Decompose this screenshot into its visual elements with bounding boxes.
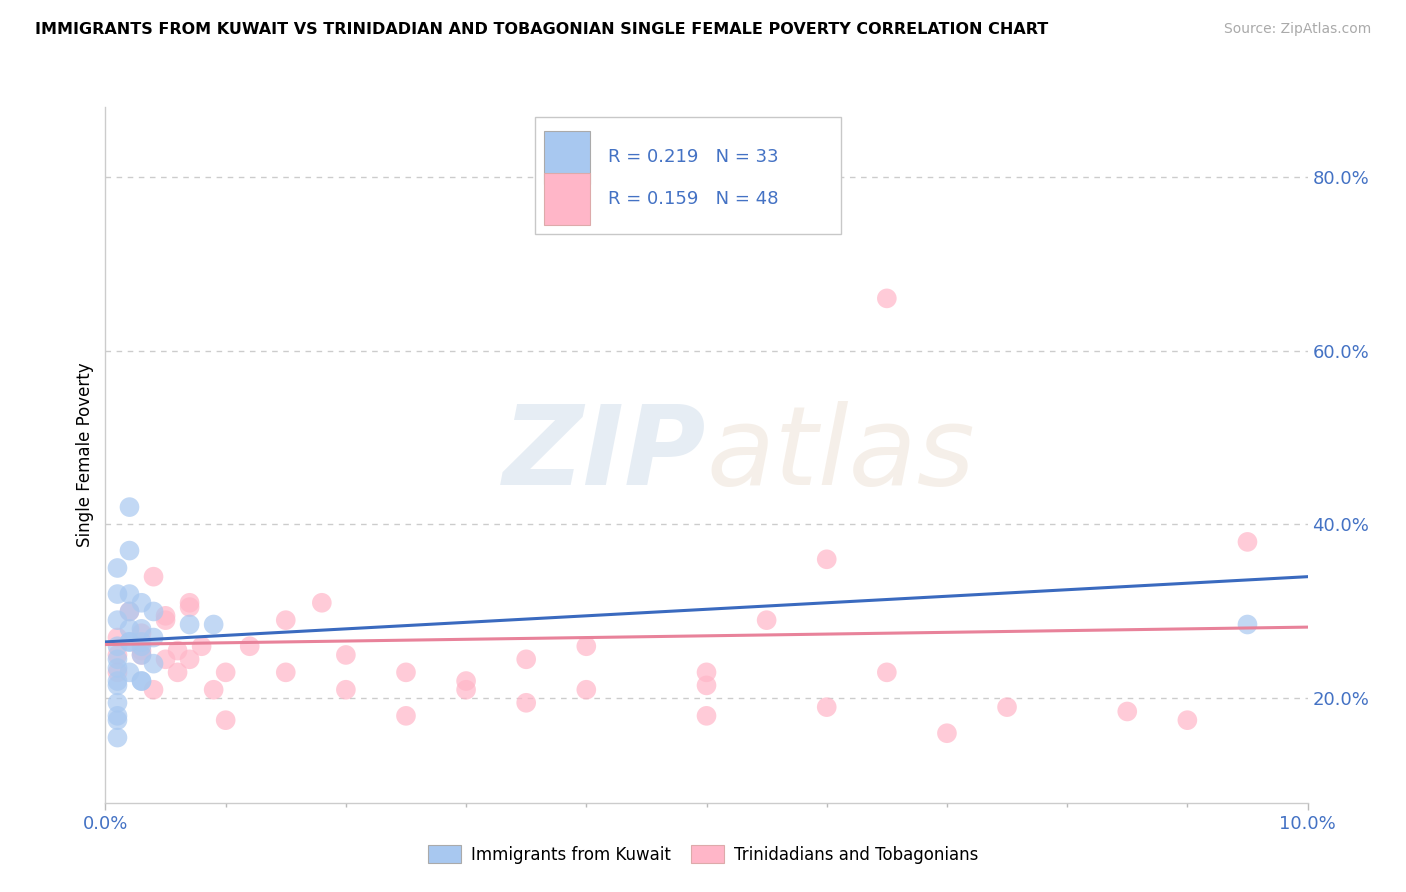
Point [131,643,153,657]
Point [118,500,141,514]
Y-axis label: Single Female Poverty: Single Female Poverty [76,363,94,547]
Point [142,570,165,584]
Point [131,648,153,662]
Point [1236,617,1258,632]
Bar [544,131,591,184]
Text: Source: ZipAtlas.com: Source: ZipAtlas.com [1223,22,1371,37]
Point [335,682,357,697]
Point [107,731,129,745]
Point [696,678,718,692]
Point [454,682,477,697]
Point [202,617,225,632]
Point [107,665,129,680]
Point [395,708,418,723]
Point [107,696,129,710]
Point [936,726,959,740]
Point [755,613,778,627]
Point [107,678,129,692]
Point [142,631,165,645]
Point [575,682,598,697]
Point [190,639,212,653]
Point [995,700,1018,714]
Point [142,682,165,697]
Point [131,639,153,653]
Point [107,713,129,727]
Point [815,700,838,714]
Point [1236,534,1258,549]
Point [118,622,141,636]
Point [1116,705,1139,719]
Text: IMMIGRANTS FROM KUWAIT VS TRINIDADIAN AND TOBAGONIAN SINGLE FEMALE POVERTY CORRE: IMMIGRANTS FROM KUWAIT VS TRINIDADIAN AN… [35,22,1049,37]
Point [274,613,297,627]
Point [696,665,718,680]
Point [107,708,129,723]
Point [131,626,153,640]
Point [202,682,225,697]
Point [118,605,141,619]
Point [118,635,141,649]
Point [107,639,129,653]
Point [107,661,129,675]
Legend: Immigrants from Kuwait, Trinidadians and Tobagonians: Immigrants from Kuwait, Trinidadians and… [420,838,986,871]
Point [131,648,153,662]
Point [179,617,201,632]
Point [166,643,188,657]
Text: R = 0.159   N = 48: R = 0.159 N = 48 [607,190,779,208]
Point [107,613,129,627]
Point [155,608,177,623]
Point [239,639,262,653]
Point [179,600,201,615]
Text: atlas: atlas [707,401,976,508]
Point [335,648,357,662]
Point [179,652,201,666]
Point [179,596,201,610]
Text: R = 0.219   N = 33: R = 0.219 N = 33 [607,148,779,167]
Point [118,543,141,558]
Point [118,665,141,680]
Point [118,587,141,601]
Point [107,587,129,601]
Point [131,674,153,689]
Point [274,665,297,680]
Point [395,665,418,680]
Point [131,622,153,636]
Point [515,696,537,710]
Point [575,639,598,653]
Point [118,635,141,649]
Point [107,648,129,662]
Point [118,605,141,619]
Point [166,665,188,680]
Point [131,596,153,610]
Point [696,708,718,723]
Text: ZIP: ZIP [503,401,707,508]
Point [142,605,165,619]
Point [131,635,153,649]
Point [815,552,838,566]
Point [214,665,236,680]
Point [876,291,898,305]
Point [515,652,537,666]
Point [142,657,165,671]
Point [155,652,177,666]
Point [131,674,153,689]
Point [454,674,477,689]
Point [107,631,129,645]
Bar [544,173,591,226]
Point [311,596,333,610]
FancyBboxPatch shape [534,118,841,235]
Point [107,561,129,575]
Point [876,665,898,680]
Point [107,674,129,689]
Point [214,713,236,727]
Point [155,613,177,627]
Point [1175,713,1198,727]
Point [107,652,129,666]
